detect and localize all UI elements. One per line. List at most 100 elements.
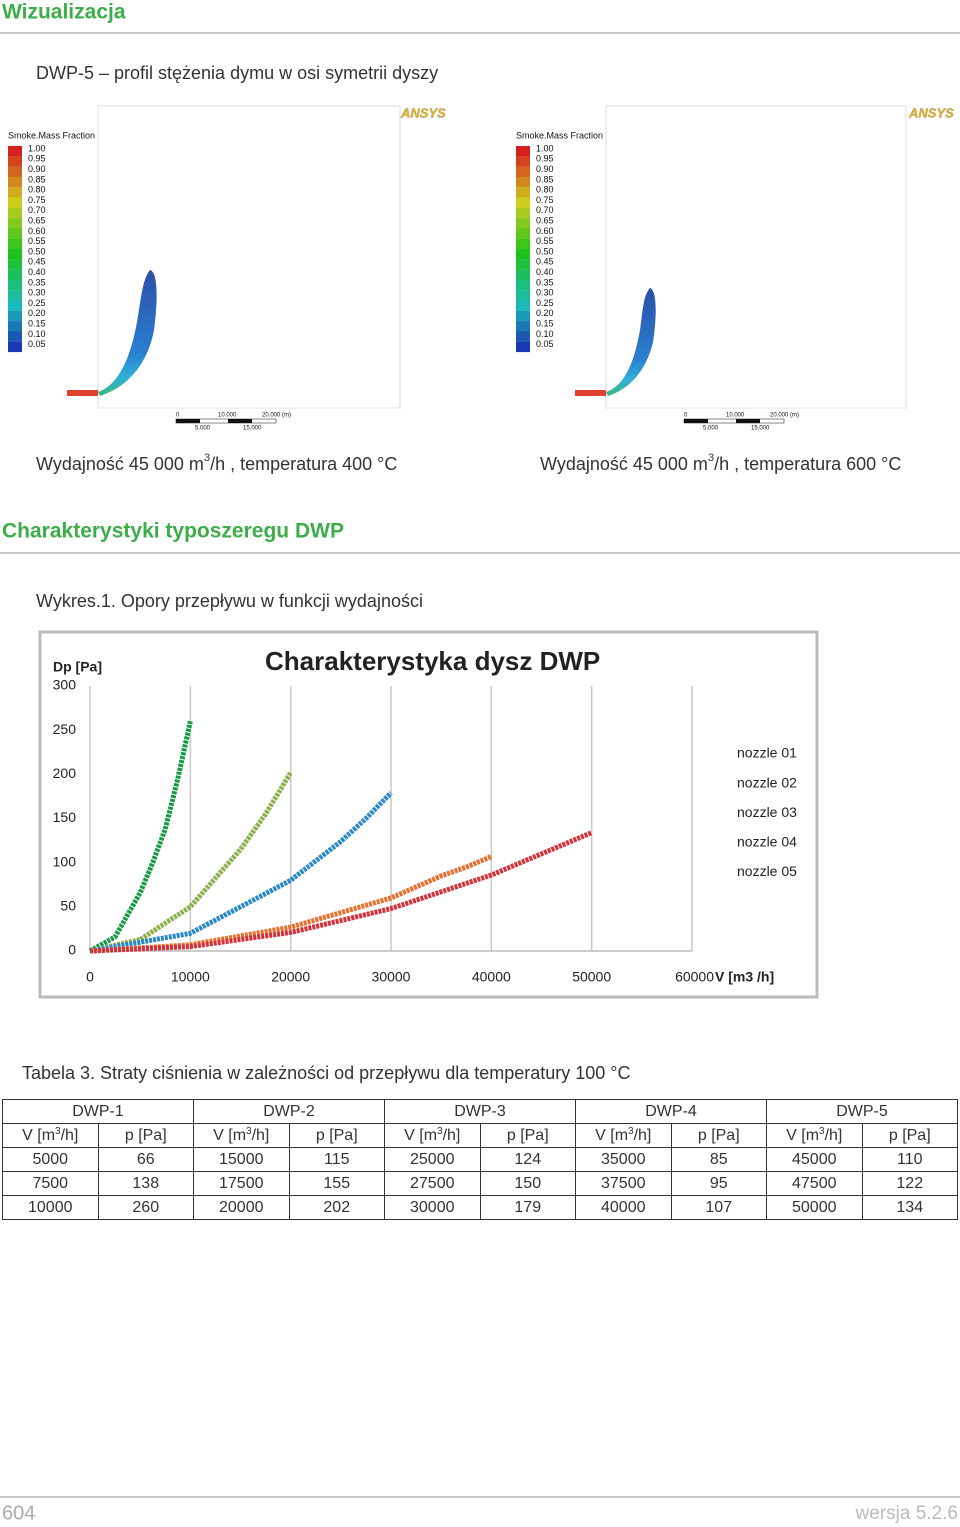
cell-text: /h]: [824, 1127, 843, 1144]
scale-label: 20.000 (m): [262, 413, 291, 419]
table-row: 10000 260 20000 202 30000 179 40000 107 50000 134: [2, 1195, 958, 1220]
table-cell: 35000: [575, 1147, 672, 1172]
scale-bar: [176, 419, 200, 423]
legend-swatch: [516, 249, 530, 260]
group-header: DWP-5: [766, 1099, 958, 1124]
legend-swatch: [8, 197, 22, 208]
nozzle: [575, 390, 606, 396]
scale-bar: [683, 418, 785, 424]
y-axis-label: Dp [Pa]: [53, 659, 102, 675]
column-header: p [Pa]: [288, 1123, 385, 1148]
scale-bar: [175, 418, 277, 424]
legend-swatch: [8, 279, 22, 291]
caption-text: Wydajność 45 000 m: [36, 454, 204, 474]
cell-text: /h]: [251, 1127, 270, 1144]
column-header: V [m3/h]: [2, 1123, 99, 1148]
legend-label: 0.45: [536, 257, 554, 267]
legend-swatch: [8, 207, 22, 219]
legend-swatch: [516, 187, 530, 198]
legend-swatch: [8, 310, 22, 322]
scale-label: 10.000: [218, 413, 237, 419]
table-cell: 45000: [766, 1147, 863, 1172]
table-cell: 85: [670, 1147, 767, 1172]
legend-swatch: [8, 259, 22, 270]
caption: Wydajność 45 000 m3/h , temperatura 400 …: [36, 452, 397, 474]
scale-label: 0: [684, 413, 688, 419]
legend-label: 0.90: [536, 164, 554, 174]
series-line: [89, 791, 393, 954]
legend-label: 1.00: [536, 143, 554, 153]
legend-label: 0.05: [28, 339, 46, 349]
series-line: [89, 830, 593, 954]
superscript: 3: [628, 1126, 634, 1137]
legend-label: 0.55: [28, 236, 46, 246]
legend-swatch: [516, 228, 530, 239]
x-tick-label: 50000: [572, 969, 611, 985]
cell-text: V [m: [786, 1127, 820, 1144]
table-cell: 30000: [384, 1195, 481, 1220]
scale-bar: [684, 419, 708, 423]
legend-swatch: [8, 331, 22, 342]
legend-label: 0.40: [536, 267, 554, 277]
scale-label: 0: [176, 413, 180, 419]
legend-label: nozzle 03: [737, 804, 797, 820]
legend-label: 0.25: [536, 298, 554, 308]
table-cell: 37500: [575, 1171, 672, 1196]
superscript: 3: [246, 1126, 252, 1137]
legend-label: 0.95: [28, 154, 46, 164]
chart-caption: Wykres.1. Opory przepływu w funkcji wyda…: [36, 591, 423, 611]
legend-label: nozzle 02: [737, 774, 797, 790]
column-header: p [Pa]: [97, 1123, 194, 1148]
superscript: 3: [708, 452, 714, 464]
table-cell: 115: [288, 1147, 385, 1172]
legend-label: 0.85: [536, 174, 554, 184]
legend-label: 0.45: [28, 257, 46, 267]
table-cell: 17500: [193, 1171, 290, 1196]
legend-label: nozzle 05: [737, 863, 797, 879]
table-cell: 7500: [2, 1171, 99, 1196]
version: wersja 5.2.6: [855, 1503, 958, 1524]
x-tick-label: 0: [86, 969, 94, 985]
chart-frame: [38, 630, 819, 999]
table-cell: 110: [861, 1147, 958, 1172]
legend-label: 0.30: [28, 288, 46, 298]
scale-bar: [228, 419, 252, 423]
cell-text: /h]: [442, 1127, 461, 1144]
table-cell: 5000: [2, 1147, 99, 1172]
column-header: p [Pa]: [479, 1123, 576, 1148]
table-row: DWP-1 DWP-2 DWP-3 DWP-4 DWP-5: [2, 1099, 958, 1124]
y-tick-label: 100: [53, 853, 77, 869]
group-header: DWP-2: [193, 1099, 385, 1124]
cell-text: /h]: [60, 1127, 79, 1144]
legend-label: 0.95: [536, 154, 554, 164]
legend-label: 0.60: [536, 226, 554, 236]
legend-swatch: [8, 176, 22, 188]
legend-swatch: [8, 341, 22, 353]
legend-swatch: [516, 146, 530, 157]
superscript: 3: [204, 452, 210, 464]
legend-label: 0.80: [28, 185, 46, 195]
group-header: DWP-1: [2, 1099, 194, 1124]
scale-bar: [736, 419, 760, 423]
legend-label: 0.85: [28, 174, 46, 184]
table-cell: 202: [288, 1195, 385, 1220]
table-cell: 25000: [384, 1147, 481, 1172]
y-tick-label: 250: [53, 721, 77, 737]
legend-label: 0.15: [28, 318, 46, 328]
legend-title: Smoke.Mass Fraction: [8, 130, 95, 140]
cell-text: /h]: [633, 1127, 652, 1144]
scale-label: 5.000: [703, 426, 719, 432]
legend-label: 0.75: [536, 195, 554, 205]
logo: ANSYS: [908, 105, 954, 120]
legend-swatch: [516, 238, 530, 250]
scale-label: 5.000: [195, 426, 211, 432]
cell-text: V [m: [404, 1127, 438, 1144]
x-axis-label: V [m3 /h]: [715, 969, 774, 985]
legend-swatch: [516, 218, 530, 229]
legend-label: 0.30: [536, 288, 554, 298]
series-line: [88, 720, 193, 954]
legend-label: nozzle 04: [737, 834, 797, 850]
table-cell: 150: [479, 1171, 576, 1196]
y-tick-label: 0: [68, 942, 76, 958]
